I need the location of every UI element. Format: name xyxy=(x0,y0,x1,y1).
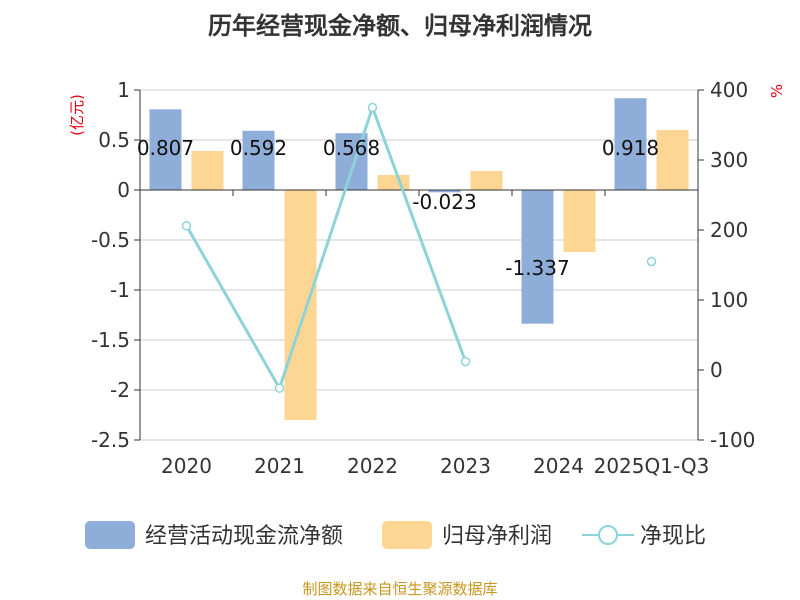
bar-ocf-label: 0.807 xyxy=(137,136,194,160)
ratio-point xyxy=(460,356,471,367)
y-left-tick-label: -1 xyxy=(110,278,130,302)
legend-label-profit: 归母净利润 xyxy=(442,524,552,549)
ratio-line-segment xyxy=(185,225,281,389)
legend-marker-ratio xyxy=(598,525,618,545)
bar-profit xyxy=(656,130,689,190)
legend-label-ocf: 经营活动现金流净额 xyxy=(145,524,343,549)
legend-swatch-profit xyxy=(382,521,432,549)
data-labels: 0.807 0.592 0.568 -0.023 -1.337 0.918 xyxy=(137,136,659,280)
chart-title: 历年经营现金净额、归母净利润情况 xyxy=(208,12,592,40)
bar-profit xyxy=(377,175,410,190)
legend: 经营活动现金流净额 归母净利润 净现比 xyxy=(85,521,706,549)
bar-ocf xyxy=(242,130,275,190)
bar-profit xyxy=(470,171,503,190)
y-left-tick-label: -2.5 xyxy=(91,428,130,452)
x-tick-label: 2022 xyxy=(347,454,398,478)
bar-profit xyxy=(563,190,596,252)
ratio-point xyxy=(367,102,378,113)
bar-ocf xyxy=(149,109,182,190)
bar-profit xyxy=(284,190,317,420)
bar-ocf-label: 0.592 xyxy=(230,136,287,160)
bar-ocf-label: 0.568 xyxy=(323,136,380,160)
bar-ocf-label: 0.918 xyxy=(602,136,659,160)
bars xyxy=(149,98,689,420)
x-tick-label: 2020 xyxy=(161,454,212,478)
y-right-tick-label: 0 xyxy=(710,358,723,382)
y-left-tick-label: -0.5 xyxy=(91,228,130,252)
y-right-tick-label: 200 xyxy=(710,218,748,242)
ratio-point xyxy=(274,383,285,393)
y-left-tick-label: -2 xyxy=(110,378,130,402)
x-tick-label: 2025Q1-Q3 xyxy=(594,454,710,478)
x-tick-label: 2024 xyxy=(533,454,584,478)
y-left-unit-label: (亿元) xyxy=(68,94,86,136)
y-right-tick-label: -100 xyxy=(710,428,755,452)
bar-profit xyxy=(191,151,224,190)
ratio-line-segment xyxy=(371,106,467,363)
y-right-tick-label: 300 xyxy=(710,148,748,172)
ratio-line xyxy=(181,102,657,393)
bar-ocf-label: -1.337 xyxy=(505,256,569,280)
x-tick-label: 2021 xyxy=(254,454,305,478)
y-right-unit-label: % xyxy=(768,84,786,98)
legend-swatch-ocf xyxy=(85,521,135,549)
y-right-tick-label: 100 xyxy=(710,288,748,312)
ratio-point xyxy=(181,221,192,231)
y-left-tick-label: 1 xyxy=(117,78,130,102)
ratio-line-segment xyxy=(278,107,374,389)
source-note: 制图数据来自恒生聚源数据库 xyxy=(302,580,498,598)
y-left-tick-label: 0 xyxy=(117,178,130,202)
bar-ocf xyxy=(428,190,461,193)
x-tick-label: 2023 xyxy=(440,454,491,478)
bar-ocf xyxy=(614,98,647,190)
legend-label-ratio: 净现比 xyxy=(640,524,706,549)
y-left-tick-label: 0.5 xyxy=(98,128,130,152)
bar-ocf xyxy=(521,190,554,324)
ratio-point xyxy=(646,256,657,267)
axes: 1 0.5 0 -0.5 -1 -1.5 -2 -2.5 400 300 200 100 0 -100 (亿… xyxy=(68,78,786,478)
y-right-tick-label: 400 xyxy=(710,78,748,102)
bar-ocf-label: -0.023 xyxy=(412,190,476,214)
y-left-tick-label: -1.5 xyxy=(91,328,130,352)
